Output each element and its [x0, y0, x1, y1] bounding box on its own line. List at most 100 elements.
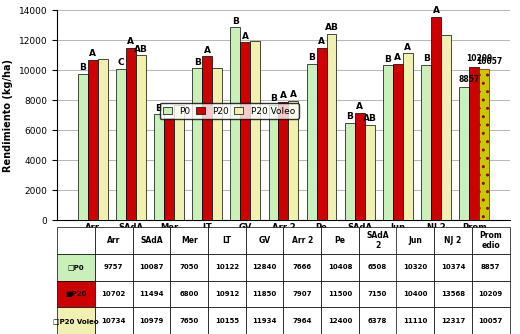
Text: A: A: [242, 31, 249, 40]
Bar: [57, 281, 95, 307]
Bar: [230, 27, 240, 220]
Text: A: A: [404, 43, 411, 52]
Bar: [246, 281, 283, 307]
Bar: [57, 307, 95, 334]
Text: Mer: Mer: [181, 236, 198, 245]
Text: □P20 Voleo: □P20 Voleo: [53, 318, 99, 324]
Bar: [192, 68, 202, 220]
Bar: [126, 48, 136, 220]
Bar: [396, 281, 434, 307]
Bar: [403, 53, 413, 220]
Bar: [434, 227, 472, 254]
Text: 6378: 6378: [368, 318, 387, 324]
Bar: [246, 307, 283, 334]
Text: A: A: [89, 49, 96, 58]
Text: B: B: [308, 53, 315, 62]
Bar: [359, 281, 397, 307]
Text: 11850: 11850: [252, 291, 277, 297]
Text: 10408: 10408: [328, 264, 352, 270]
Bar: [95, 227, 133, 254]
Text: A: A: [356, 102, 363, 111]
Bar: [278, 102, 289, 220]
Bar: [246, 254, 283, 281]
Bar: [472, 254, 510, 281]
Bar: [133, 227, 171, 254]
Bar: [434, 254, 472, 281]
Text: 10209: 10209: [466, 54, 492, 63]
Text: 11110: 11110: [403, 318, 427, 324]
Text: 10734: 10734: [101, 318, 126, 324]
Bar: [283, 254, 321, 281]
Text: 9757: 9757: [104, 264, 123, 270]
Bar: [133, 254, 171, 281]
Bar: [289, 101, 298, 220]
Bar: [434, 281, 472, 307]
Text: LT: LT: [223, 236, 231, 245]
Text: SAdA: SAdA: [140, 236, 163, 245]
Text: A: A: [280, 91, 287, 100]
Bar: [383, 65, 393, 220]
Text: 12840: 12840: [252, 264, 277, 270]
Text: 10209: 10209: [478, 291, 503, 297]
Text: 10122: 10122: [215, 264, 239, 270]
Bar: [359, 227, 397, 254]
Text: B: B: [384, 54, 392, 63]
Text: 11494: 11494: [139, 291, 164, 297]
Text: 10702: 10702: [101, 291, 126, 297]
Text: 12400: 12400: [328, 318, 352, 324]
Bar: [321, 281, 359, 307]
Text: A: A: [204, 46, 211, 55]
Bar: [396, 307, 434, 334]
Text: A: A: [165, 108, 173, 117]
Bar: [95, 281, 133, 307]
Bar: [202, 56, 212, 220]
Bar: [171, 254, 208, 281]
Bar: [95, 254, 133, 281]
Bar: [133, 307, 171, 334]
Legend: P0, P20, P20 Voleo: P0, P20, P20 Voleo: [160, 103, 298, 119]
Text: B: B: [232, 17, 239, 26]
Bar: [171, 227, 208, 254]
Text: 6508: 6508: [368, 264, 387, 270]
Bar: [283, 307, 321, 334]
Bar: [88, 59, 98, 220]
Bar: [479, 69, 489, 220]
Text: NJ 2: NJ 2: [445, 236, 462, 245]
Text: Pe: Pe: [334, 236, 345, 245]
Text: SAdA
2: SAdA 2: [366, 231, 389, 250]
Text: 8857: 8857: [459, 74, 480, 84]
Text: 6800: 6800: [179, 291, 199, 297]
Text: 13568: 13568: [441, 291, 465, 297]
Bar: [164, 118, 174, 220]
Text: GV: GV: [258, 236, 270, 245]
Bar: [396, 227, 434, 254]
Text: B: B: [155, 104, 162, 113]
Text: 10057: 10057: [476, 56, 502, 65]
Bar: [321, 254, 359, 281]
Text: ■P20: ■P20: [66, 291, 87, 297]
Bar: [208, 254, 246, 281]
Text: Prom
edio: Prom edio: [479, 231, 502, 250]
Bar: [208, 307, 246, 334]
Text: Arr 2: Arr 2: [292, 236, 313, 245]
Bar: [365, 125, 374, 220]
Bar: [171, 307, 208, 334]
Bar: [208, 281, 246, 307]
Text: Jun: Jun: [408, 236, 422, 245]
Bar: [283, 281, 321, 307]
Text: A: A: [127, 37, 134, 46]
Bar: [359, 307, 397, 334]
Bar: [441, 35, 451, 220]
Text: 7150: 7150: [368, 291, 387, 297]
Text: 10374: 10374: [441, 264, 465, 270]
Bar: [78, 74, 88, 220]
Bar: [98, 59, 108, 220]
Bar: [154, 115, 164, 220]
Bar: [174, 106, 184, 220]
Text: A: A: [433, 6, 439, 15]
Bar: [469, 67, 479, 220]
Text: Arr: Arr: [107, 236, 121, 245]
Text: 7650: 7650: [179, 318, 199, 324]
Text: B: B: [79, 63, 86, 72]
Bar: [359, 254, 397, 281]
